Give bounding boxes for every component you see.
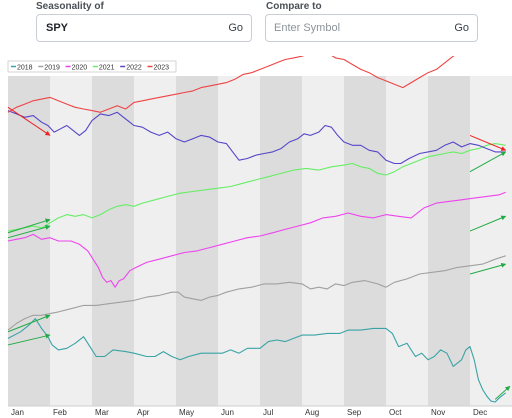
- annotation-arrows: [7, 106, 511, 400]
- seasonality-value: SPY: [46, 22, 69, 34]
- legend-item-2019[interactable]: 2019: [44, 65, 60, 72]
- month-label: Jul: [263, 408, 273, 417]
- month-label: Nov: [431, 408, 445, 417]
- month-band: [302, 76, 344, 406]
- month-band: [8, 76, 50, 406]
- series-line-2023: [7, 45, 479, 113]
- annotation-arrow: [7, 106, 51, 136]
- annotation-arrow: [7, 218, 51, 234]
- series-line-2021: [7, 143, 506, 232]
- series-layer: [7, 45, 507, 403]
- series-line-2022: [7, 110, 506, 165]
- month-band: [344, 76, 386, 406]
- compare-placeholder: Enter Symbol: [274, 22, 341, 34]
- month-label: Jan: [11, 408, 24, 417]
- legend[interactable]: 2018 2019 2020 2021 2022 2023: [7, 60, 177, 73]
- seasonality-chart: Jan Feb Mar Apr May Jun Jul Aug Sep Oct Nov Dec 201…: [0, 45, 512, 418]
- month-band: [260, 76, 302, 406]
- month-label: Oct: [389, 408, 402, 417]
- compare-go-button[interactable]: Go: [454, 22, 469, 34]
- series-line-2019: [7, 255, 506, 331]
- annotation-arrow: [469, 134, 507, 151]
- month-band: [386, 76, 428, 406]
- annotation-arrow: [469, 262, 507, 275]
- month-band: [470, 76, 512, 406]
- annotation-arrow: [494, 385, 511, 400]
- series-line-2020: [7, 191, 506, 288]
- legend-item-2023[interactable]: 2023: [154, 65, 170, 72]
- series-line-2018: [7, 318, 507, 403]
- month-band: [92, 76, 134, 406]
- legend-item-2020[interactable]: 2020: [72, 65, 88, 72]
- annotation-arrow: [7, 333, 51, 346]
- annotation-arrow: [7, 224, 51, 239]
- month-labels: Jan Feb Mar Apr May Jun Jul Aug Sep Oct Nov Dec: [11, 408, 487, 417]
- compare-label: Compare to: [266, 1, 322, 12]
- seasonality-label: Seasonality of: [36, 1, 104, 12]
- legend-item-2018[interactable]: 2018: [17, 65, 33, 72]
- month-label: Aug: [305, 408, 319, 417]
- month-label: Dec: [473, 408, 487, 417]
- month-label: Feb: [53, 408, 67, 417]
- legend-box: [7, 60, 177, 73]
- month-label: May: [179, 408, 194, 417]
- month-label: Apr: [137, 408, 150, 417]
- form-area: Seasonality of SPY Go Compare to Enter S…: [0, 0, 512, 52]
- month-band: [218, 76, 260, 406]
- month-label: Sep: [347, 408, 362, 417]
- month-band: [176, 76, 218, 406]
- annotation-arrow: [7, 314, 51, 333]
- annotation-arrow: [469, 151, 507, 173]
- month-label: Mar: [95, 408, 109, 417]
- seasonality-go-button[interactable]: Go: [228, 22, 243, 34]
- legend-item-2022[interactable]: 2022: [126, 65, 142, 72]
- chart-svg: Jan Feb Mar Apr May Jun Jul Aug Sep Oct Nov Dec 201…: [7, 45, 512, 417]
- month-bands: [8, 76, 512, 406]
- seasonality-input[interactable]: SPY Go: [36, 14, 252, 42]
- annotation-arrow: [469, 215, 507, 232]
- month-band: [428, 76, 470, 406]
- legend-item-2021[interactable]: 2021: [99, 65, 115, 72]
- month-band: [134, 76, 176, 406]
- month-label: Jun: [221, 408, 234, 417]
- compare-input[interactable]: Enter Symbol Go: [265, 14, 478, 42]
